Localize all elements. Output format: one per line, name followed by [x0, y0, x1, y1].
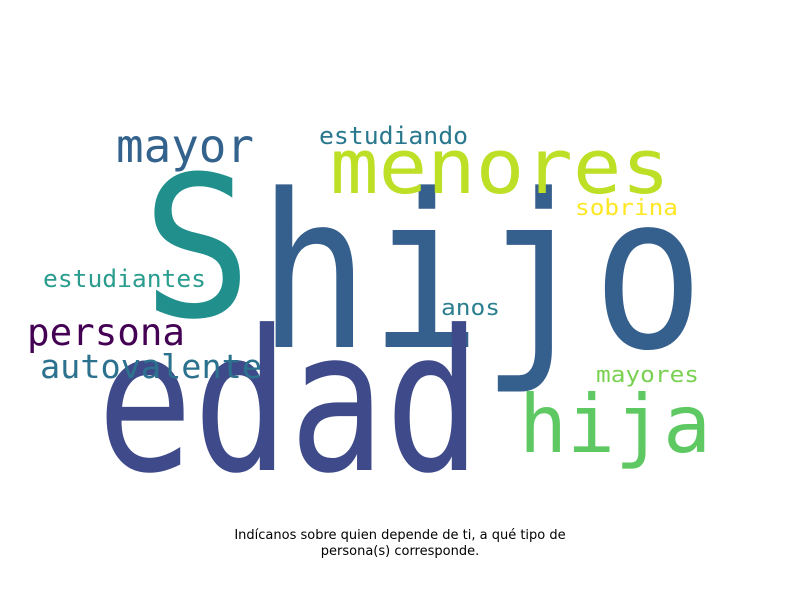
word-mayores: mayores: [596, 363, 699, 388]
word-hijo: hijo: [258, 149, 704, 398]
word-edad: edad: [97, 289, 481, 517]
word-s: S: [142, 135, 252, 363]
word-persona: persona: [27, 311, 185, 354]
word-autovalente: autovalente: [40, 347, 262, 386]
word-menores: menores: [330, 122, 670, 211]
caption-line-2: persona(s) corresponde.: [320, 544, 480, 559]
word-sobrina: sobrina: [575, 196, 678, 221]
word-mayor: mayor: [116, 119, 254, 173]
word-hija: hija: [519, 378, 711, 471]
word-estudiando: estudiando: [319, 122, 468, 150]
caption-line-1: Indícanos sobre quien depende de ti, a q…: [234, 528, 566, 543]
figure-caption: Indícanos sobre quien depende de ti, a q…: [200, 528, 600, 560]
word-anos: anos: [441, 296, 500, 321]
word-estudiantes: estudiantes: [43, 265, 206, 293]
